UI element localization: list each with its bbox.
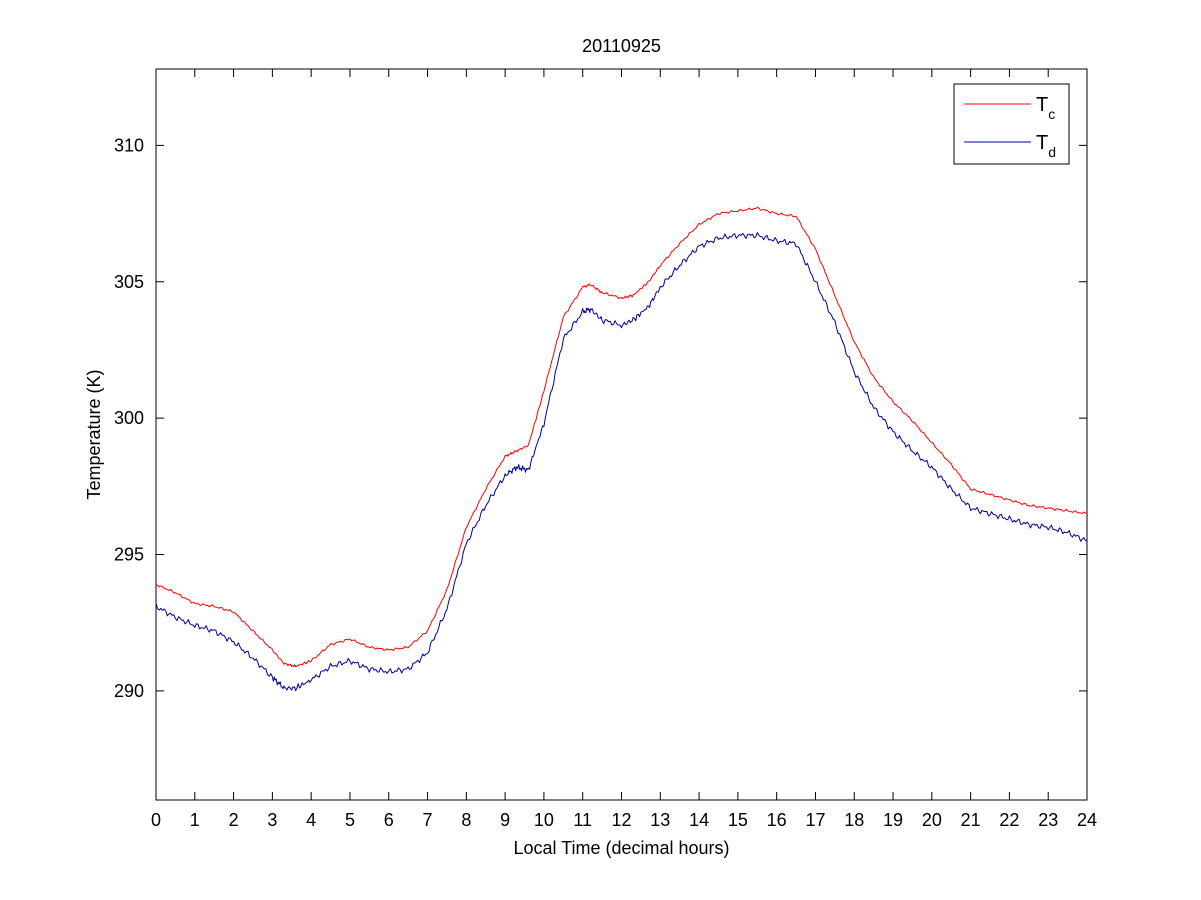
x-tick-label: 1: [190, 810, 200, 830]
x-tick-label: 22: [999, 810, 1019, 830]
x-tick-label: 15: [728, 810, 748, 830]
x-tick-label: 12: [611, 810, 631, 830]
x-tick-label: 23: [1038, 810, 1058, 830]
chart-title: 20110925: [582, 36, 661, 56]
x-tick-label: 10: [534, 810, 554, 830]
legend-label: Td: [1036, 132, 1056, 160]
x-tick-label: 2: [229, 810, 239, 830]
x-axis-ticks: 0 1 2 3 4 5 6 7 8 9 10 11 12 13 14 15 16 17 18 19 20 21 22 23 24: [151, 69, 1097, 830]
x-tick-label: 7: [423, 810, 433, 830]
series-line-td: [155, 232, 1088, 692]
x-tick-label: 16: [767, 810, 787, 830]
x-tick-label: 21: [961, 810, 981, 830]
y-tick-label: 305: [114, 272, 144, 292]
x-tick-label: 14: [689, 810, 709, 830]
legend-label-subscript: c: [1048, 106, 1055, 122]
y-axis-ticks: 290 295 300 305 310: [114, 135, 1087, 701]
x-tick-label: 11: [573, 810, 592, 830]
legend-box: [953, 83, 1070, 165]
plot-area: [155, 68, 1088, 801]
x-tick-label: 8: [461, 810, 471, 830]
x-tick-label: 5: [345, 810, 355, 830]
y-tick-label: 290: [114, 681, 144, 701]
legend-label: Tc: [1036, 94, 1055, 122]
x-tick-label: 20: [922, 810, 942, 830]
x-tick-label: 18: [844, 810, 864, 830]
legend-label-main: T: [1036, 94, 1048, 116]
x-tick-label: 0: [151, 810, 161, 830]
x-axis-label: Local Time (decimal hours): [513, 838, 729, 858]
x-tick-label: 6: [384, 810, 394, 830]
x-tick-label: 9: [500, 810, 510, 830]
y-tick-label: 310: [114, 135, 144, 155]
legend-label-main: T: [1036, 132, 1048, 154]
y-axis-label: Temperature (K): [84, 369, 104, 499]
x-tick-label: 17: [805, 810, 825, 830]
series-line-tc: [155, 206, 1088, 668]
x-tick-label: 24: [1077, 810, 1097, 830]
x-tick-label: 13: [650, 810, 670, 830]
series-layer: [155, 206, 1088, 692]
legend-label-subscript: d: [1048, 144, 1056, 160]
x-tick-label: 4: [306, 810, 316, 830]
x-tick-label: 3: [267, 810, 277, 830]
y-tick-label: 295: [114, 545, 144, 565]
y-tick-label: 300: [114, 408, 144, 428]
x-tick-label: 19: [883, 810, 903, 830]
